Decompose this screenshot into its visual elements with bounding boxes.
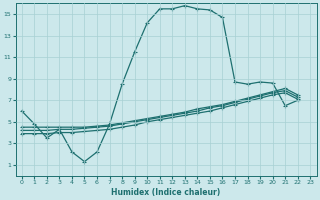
X-axis label: Humidex (Indice chaleur): Humidex (Indice chaleur)	[111, 188, 221, 197]
